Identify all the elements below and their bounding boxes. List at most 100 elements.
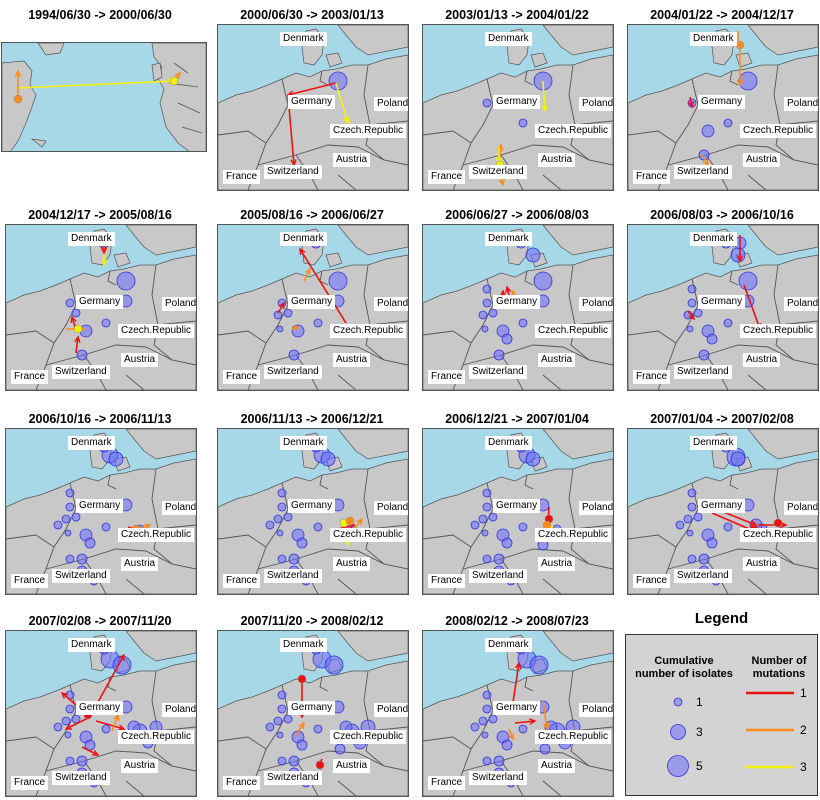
country-label-switzerland: Switzerland	[469, 365, 527, 379]
isolate-circle	[730, 247, 746, 263]
isolate-circle	[478, 716, 488, 726]
isolate-circle	[101, 724, 111, 734]
isolate-circle	[288, 755, 300, 767]
land-shape	[337, 25, 408, 56]
country-border	[524, 70, 534, 86]
country-border	[319, 474, 329, 490]
country-border	[452, 684, 494, 796]
arrowhead	[688, 312, 695, 321]
mutation-node	[13, 94, 23, 104]
panel-title: 2007/02/08 -> 2007/11/20	[28, 614, 172, 628]
arrowhead	[543, 723, 550, 731]
transmission-arrow	[335, 82, 349, 124]
arrowhead	[91, 749, 100, 756]
isolate-circle	[53, 520, 63, 530]
transmission-arrow	[277, 302, 285, 314]
country-border	[628, 130, 677, 144]
country-border	[35, 482, 77, 594]
country-border	[83, 548, 173, 565]
country-border	[181, 126, 203, 134]
arrowhead	[508, 732, 515, 741]
country-border	[628, 330, 677, 344]
country-label-switzerland: Switzerland	[52, 771, 110, 785]
isolate-circle	[328, 271, 348, 291]
isolate-circle	[738, 271, 758, 291]
country-label-denmark: Denmark	[690, 32, 737, 46]
country-label-czech: Czech.Republic	[118, 730, 195, 744]
country-label-poland: Poland	[784, 501, 818, 515]
country-label-austria: Austria	[333, 759, 371, 773]
land-shape	[542, 25, 613, 56]
isolate-circle	[482, 298, 492, 308]
isolate-circle	[470, 722, 480, 732]
country-label-denmark: Denmark	[485, 232, 532, 246]
mutation-node	[773, 518, 783, 528]
legend-isolate-5-label: 5	[696, 759, 703, 773]
legend-mutations-header: Number of mutations	[751, 655, 807, 680]
country-label-switzerland: Switzerland	[264, 165, 322, 179]
arrowhead	[117, 724, 126, 731]
country-label-denmark: Denmark	[690, 232, 737, 246]
isolate-circle	[478, 310, 488, 320]
europe-map: Denmark Germany Poland Czech.Republic Austri…	[217, 24, 409, 191]
country-border	[295, 548, 385, 565]
panel-title: 1994/06/30 -> 2000/06/30	[28, 8, 172, 22]
europe-map: Denmark Germany Poland Czech.Republic Austri…	[217, 224, 409, 391]
isolate-circle	[84, 739, 96, 751]
europe-map: Denmark Germany Poland Czech.Republic Austri…	[5, 428, 197, 595]
isolate-circle	[706, 333, 718, 345]
country-label-poland: Poland	[579, 703, 613, 717]
isolate-circle	[334, 743, 346, 755]
arrowhead	[100, 247, 108, 255]
isolate-circle	[76, 349, 88, 361]
isolate-circle	[71, 714, 81, 724]
transmission-arrow	[75, 336, 79, 354]
isolate-circle	[482, 554, 492, 564]
panel-title: 2006/10/16 -> 2006/11/13	[28, 412, 172, 426]
world-map	[1, 42, 207, 152]
isolate-circle	[698, 553, 710, 565]
country-label-denmark: Denmark	[690, 436, 737, 450]
map-panel: 2003/01/13 -> 2004/01/22 Denmark Germany Po…	[422, 8, 614, 191]
arrowhead	[343, 116, 350, 125]
country-border	[628, 534, 677, 548]
isolate-circle	[313, 724, 323, 734]
arrowhead	[529, 718, 537, 725]
country-label-austria: Austria	[743, 353, 781, 367]
map-panel: 2006/12/21 -> 2007/01/04 Denmark Germany Po…	[422, 412, 614, 595]
land-shape	[530, 52, 548, 68]
country-label-austria: Austria	[121, 353, 159, 367]
legend-mutation-1-label: 1	[800, 686, 807, 700]
arrowhead	[143, 523, 152, 530]
country-border	[247, 278, 289, 390]
isolate-circle	[706, 537, 718, 549]
country-border	[423, 534, 472, 548]
map-panel: 2007/01/04 -> 2007/02/08 Denmark Germany Po…	[627, 412, 819, 595]
country-label-switzerland: Switzerland	[469, 165, 527, 179]
country-label-poland: Poland	[784, 297, 818, 311]
country-border	[729, 70, 739, 86]
isolate-circle	[518, 522, 528, 532]
arrowhead	[64, 723, 73, 730]
land-shape	[113, 252, 131, 268]
arrowhead	[515, 661, 522, 669]
country-label-france: France	[633, 370, 671, 384]
isolate-circle	[53, 722, 63, 732]
isolate-circle	[539, 743, 551, 755]
europe-map: Denmark Germany Poland Czech.Republic Austri…	[422, 428, 614, 595]
country-border	[295, 144, 385, 161]
country-label-poland: Poland	[162, 297, 196, 311]
country-label-germany: Germany	[493, 701, 541, 715]
country-border	[83, 344, 173, 361]
panel-title: 2003/01/13 -> 2004/01/22	[445, 8, 589, 22]
panel-title: 2006/06/27 -> 2006/08/03	[445, 208, 589, 222]
isolate-circle	[79, 324, 93, 338]
mutation-node	[315, 760, 325, 770]
transmission-arrow	[111, 714, 119, 732]
map-panel: 1994/06/30 -> 2000/06/30	[1, 8, 207, 191]
transmission-arrow	[16, 80, 175, 89]
country-label-austria: Austria	[121, 557, 159, 571]
country-border	[729, 474, 739, 490]
arrowhead	[687, 101, 695, 109]
isolate-circle	[265, 722, 275, 732]
